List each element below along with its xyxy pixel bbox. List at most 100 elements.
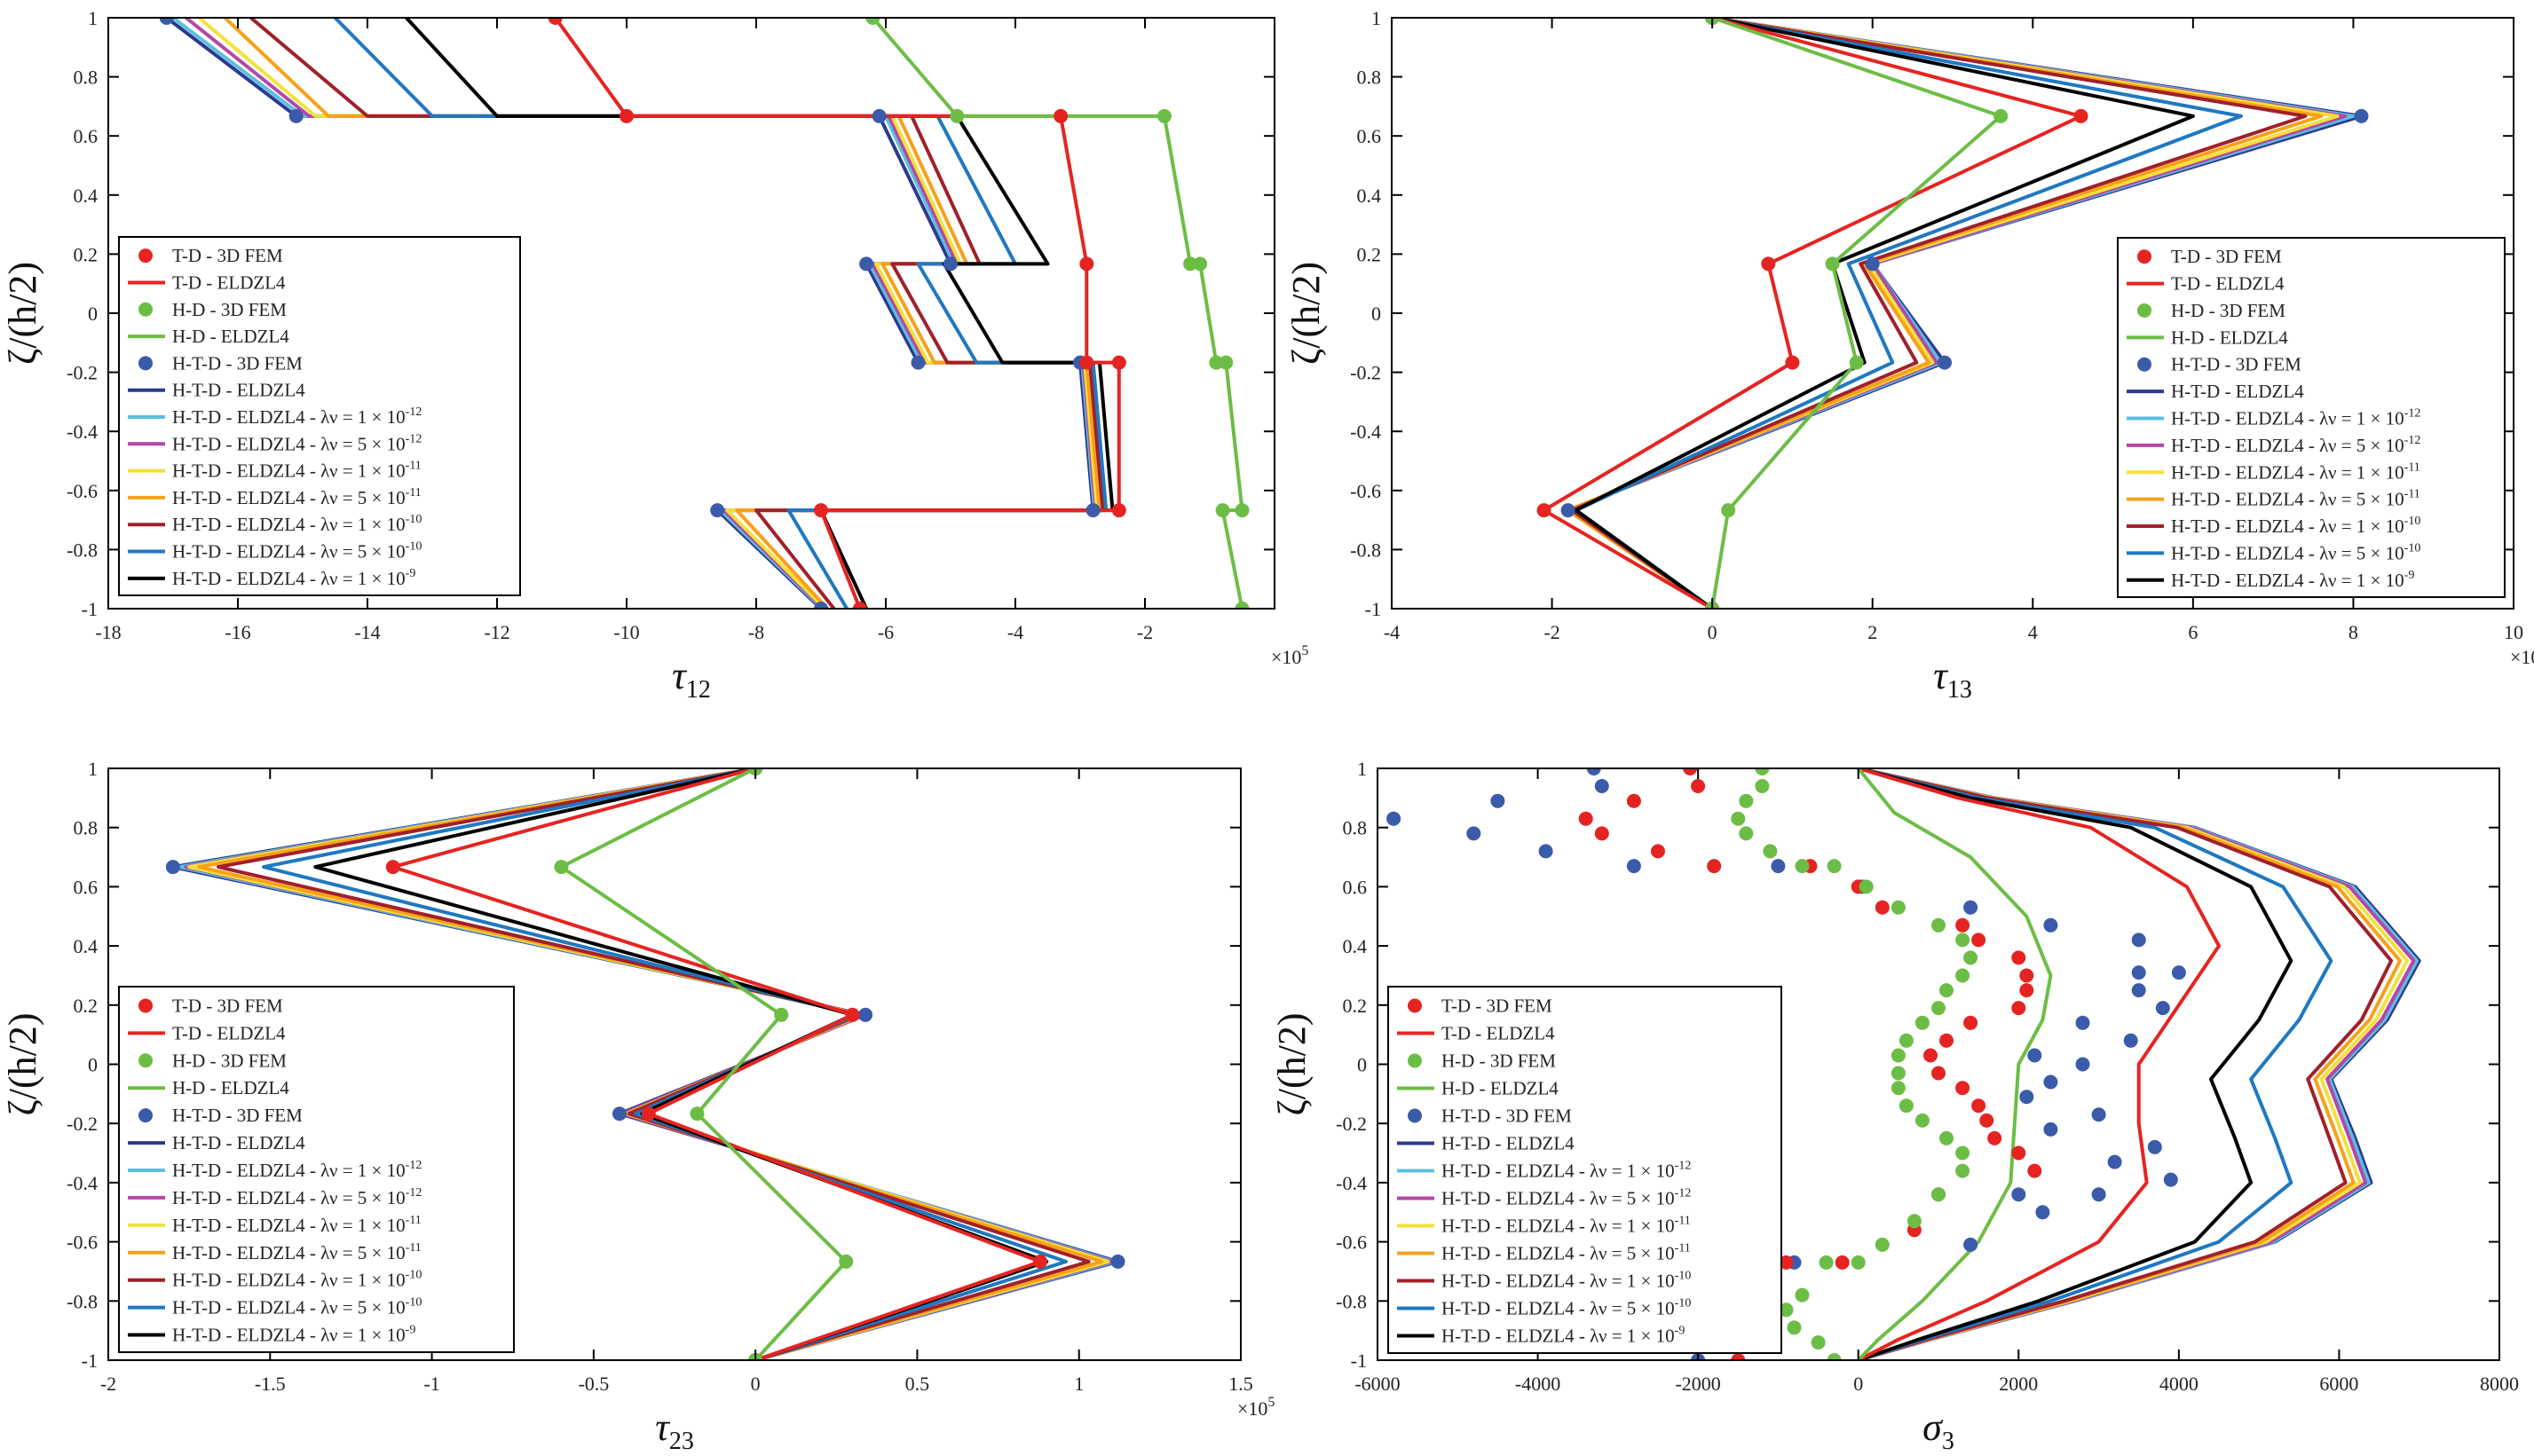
data-point — [1651, 844, 1665, 859]
chart-p4: -6000 -4000 -2000 0 2000 4000 6000 8000 1 0.8 0.6 0… — [1270, 758, 2519, 1455]
legend-item: H-T-D - ELDZL4 - λν = 5 × 10-10 — [2127, 541, 2420, 563]
legend-item: H-T-D - ELDZL4 - λν = 1 × 10-10 — [1397, 1270, 1691, 1292]
data-point — [2027, 1163, 2042, 1178]
x-tick-label: 0 — [751, 1373, 761, 1395]
data-point — [1209, 355, 1224, 370]
y-tick-label: 0.2 — [1357, 243, 1382, 265]
x-tick-label: -4 — [1384, 621, 1400, 643]
data-point — [1785, 355, 1800, 370]
data-point — [1963, 900, 1978, 915]
data-point — [1536, 503, 1551, 518]
data-point — [1987, 1130, 2002, 1145]
data-point — [1819, 1255, 1834, 1270]
legend-label: H-T-D - ELDZL4 - λν = 5 × 10-12 — [172, 432, 422, 454]
legend-marker — [1408, 998, 1422, 1013]
data-point — [2123, 1033, 2138, 1048]
data-point — [1755, 768, 1770, 775]
data-point — [620, 108, 634, 123]
legend-item: H-T-D - ELDZL4 - λν = 5 × 10-10 — [1397, 1297, 1691, 1319]
legend: T-D - 3D FEM T-D - ELDZL4 H-D - 3D FEM H-D … — [2117, 237, 2506, 598]
data-point — [872, 108, 887, 123]
x-tick-label: -6000 — [1354, 1373, 1400, 1395]
data-point — [1979, 1113, 1994, 1128]
data-point — [1110, 1254, 1125, 1269]
data-point — [1739, 793, 1754, 808]
data-point — [2091, 1187, 2106, 1202]
data-point — [1466, 826, 1481, 841]
data-point — [1779, 1303, 1794, 1318]
legend-marker — [1408, 1108, 1422, 1123]
y-tick-label: -0.4 — [67, 1172, 98, 1194]
y-tick-label: -0.2 — [67, 362, 98, 384]
x-axis-label: τ12 — [672, 654, 711, 704]
legend-label: H-T-D - ELDZL4 - λν = 1 × 10-12 — [2171, 407, 2420, 429]
legend-label: H-T-D - ELDZL4 - λν = 1 × 10-10 — [1441, 1270, 1691, 1292]
legend-item: H-D - ELDZL4 — [2127, 327, 2288, 348]
legend-item: H-T-D - 3D FEM — [138, 1105, 303, 1126]
legend-label: H-T-D - ELDZL4 - λν = 1 × 10-12 — [172, 1159, 422, 1181]
legend-item: H-T-D - ELDZL4 - λν = 5 × 10-11 — [2127, 488, 2420, 510]
legend-label: H-T-D - ELDZL4 - λν = 1 × 10-9 — [1441, 1325, 1685, 1347]
data-point — [2075, 1057, 2090, 1072]
data-point — [1971, 933, 1986, 948]
data-point — [1691, 779, 1706, 793]
data-point — [1215, 503, 1230, 518]
legend-item: H-T-D - ELDZL4 - λν = 1 × 10-12 — [1397, 1160, 1691, 1182]
legend-label: H-T-D - ELDZL4 - λν = 1 × 10-12 — [172, 405, 422, 428]
y-tick-label: -0.4 — [1350, 421, 1381, 443]
data-point — [1779, 1255, 1794, 1270]
legend-label: H-T-D - 3D FEM — [172, 1105, 303, 1126]
legend-label: H-T-D - ELDZL4 - λν = 5 × 10-12 — [172, 1186, 422, 1208]
plot-series — [1536, 18, 2369, 609]
data-point — [1899, 1033, 1914, 1048]
y-tick-label: -0.4 — [67, 421, 98, 443]
x-axis-label: σ3 — [1922, 1405, 1954, 1455]
data-point — [690, 1106, 705, 1122]
y-tick-label: -0.6 — [67, 480, 98, 502]
data-point — [1931, 1001, 1946, 1016]
marker-set-h-t-d-3d-fem — [1560, 18, 2369, 609]
series-line--5e-10 — [1858, 768, 2333, 1360]
x-tick-label: 6000 — [2319, 1373, 2358, 1395]
y-tick-label: 0.6 — [74, 125, 99, 147]
legend-item: H-T-D - ELDZL4 — [128, 1132, 305, 1153]
legend: T-D - 3D FEM T-D - ELDZL4 H-D - 3D FEM H-D … — [1387, 986, 1782, 1354]
data-point — [2131, 933, 2146, 948]
x-tick-label: -10 — [613, 621, 639, 643]
data-point — [2019, 1090, 2034, 1105]
data-point — [2091, 1107, 2106, 1122]
legend-marker — [1408, 1053, 1422, 1068]
x-tick-label: 4 — [2028, 621, 2038, 643]
data-point — [2147, 1139, 2162, 1154]
legend-label: H-T-D - ELDZL4 - λν = 5 × 10-10 — [2171, 541, 2420, 563]
data-point — [1156, 108, 1172, 123]
legend-label: H-D - 3D FEM — [172, 299, 287, 320]
legend-item: T-D - ELDZL4 — [2127, 273, 2285, 295]
legend-label: H-D - 3D FEM — [172, 1050, 287, 1071]
x-axis-label: τ13 — [1933, 654, 1972, 704]
data-point — [1939, 983, 1954, 998]
y-tick-label: 0.4 — [74, 185, 99, 207]
legend-label: H-T-D - ELDZL4 - λν = 1 × 10-10 — [172, 513, 422, 535]
y-tick-label: -0.8 — [67, 1290, 98, 1312]
x-exponent-label: ×105 — [1237, 1395, 1275, 1420]
data-point — [288, 108, 304, 123]
data-point — [1033, 1254, 1047, 1269]
legend-box — [1387, 986, 1782, 1354]
legend-label: H-D - 3D FEM — [1441, 1051, 1556, 1072]
series-line-h-d-eldzl4 — [1710, 18, 2003, 609]
data-point — [1721, 503, 1736, 518]
chart-p2: -4 -2 0 2 4 6 8 10 1 0.8 0.6 0.4 0.2 0 -0.2 -0.4 -0.6 -0.… — [1284, 7, 2534, 704]
x-tick-label: 0 — [1708, 621, 1717, 643]
legend-label: H-T-D - ELDZL4 - λν = 1 × 10-12 — [1441, 1160, 1691, 1182]
legend-item: T-D - 3D FEM — [1408, 996, 1552, 1017]
data-point — [1235, 602, 1250, 609]
data-point — [852, 602, 867, 609]
data-point — [1865, 256, 1880, 272]
legend-item: T-D - 3D FEM — [138, 995, 283, 1016]
legend-label: T-D - ELDZL4 — [172, 272, 286, 293]
legend-item: H-T-D - ELDZL4 - λν = 1 × 10-11 — [128, 1214, 422, 1236]
data-point — [1914, 1015, 1930, 1030]
legend-item: H-T-D - ELDZL4 - λν = 1 × 10-11 — [1397, 1215, 1691, 1237]
